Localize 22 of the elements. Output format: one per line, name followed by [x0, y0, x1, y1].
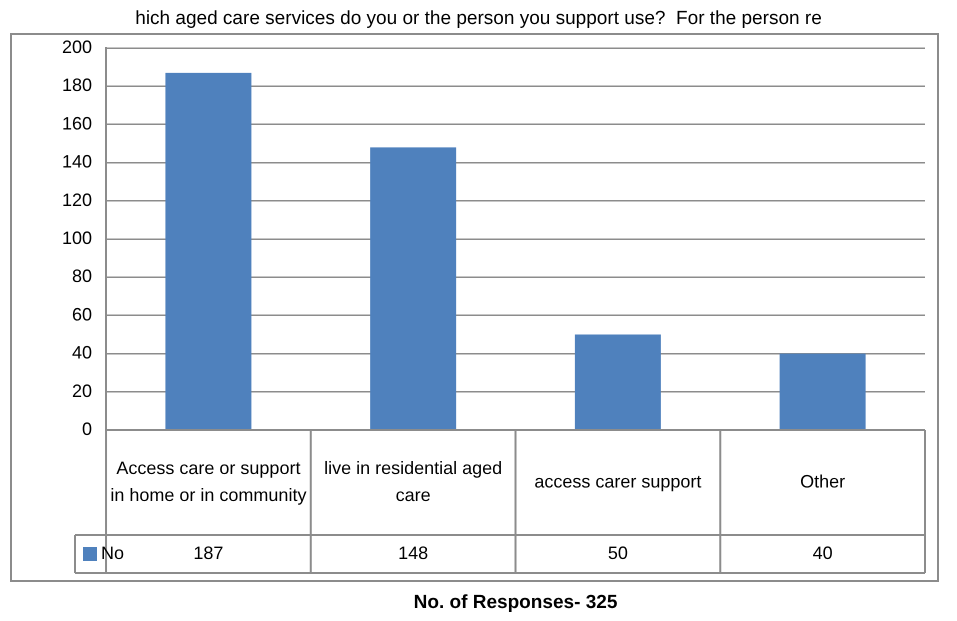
y-tick-label: 160 — [62, 113, 92, 134]
x-tick-label: Other — [800, 471, 846, 492]
data-label: 187 — [193, 542, 224, 563]
y-tick-label: 200 — [62, 36, 92, 57]
legend-label: No — [101, 542, 124, 563]
x-axis-title: No. of Responses- 325 — [414, 592, 618, 614]
x-tick-label: Access care or support in home or in community — [110, 458, 306, 505]
chart-title: hich aged care services do you or the person you support use? For the person re — [135, 8, 822, 30]
y-tick-label: 60 — [72, 304, 92, 324]
y-tick-label: 140 — [62, 152, 92, 172]
y-tick-label: 40 — [72, 342, 92, 363]
y-tick-label: 120 — [62, 190, 92, 210]
x-tick-label: access carer support — [534, 471, 702, 492]
y-tick-label: 0 — [82, 418, 92, 439]
data-label: 40 — [812, 542, 833, 563]
y-tick-label: 180 — [62, 75, 92, 96]
y-tick-label: 100 — [62, 228, 92, 248]
data-label: 148 — [398, 542, 428, 563]
data-label: 50 — [608, 542, 628, 563]
y-tick-label: 20 — [72, 380, 92, 401]
x-tick-label: live in residential aged care — [324, 458, 502, 505]
y-tick-label: 80 — [72, 266, 92, 286]
